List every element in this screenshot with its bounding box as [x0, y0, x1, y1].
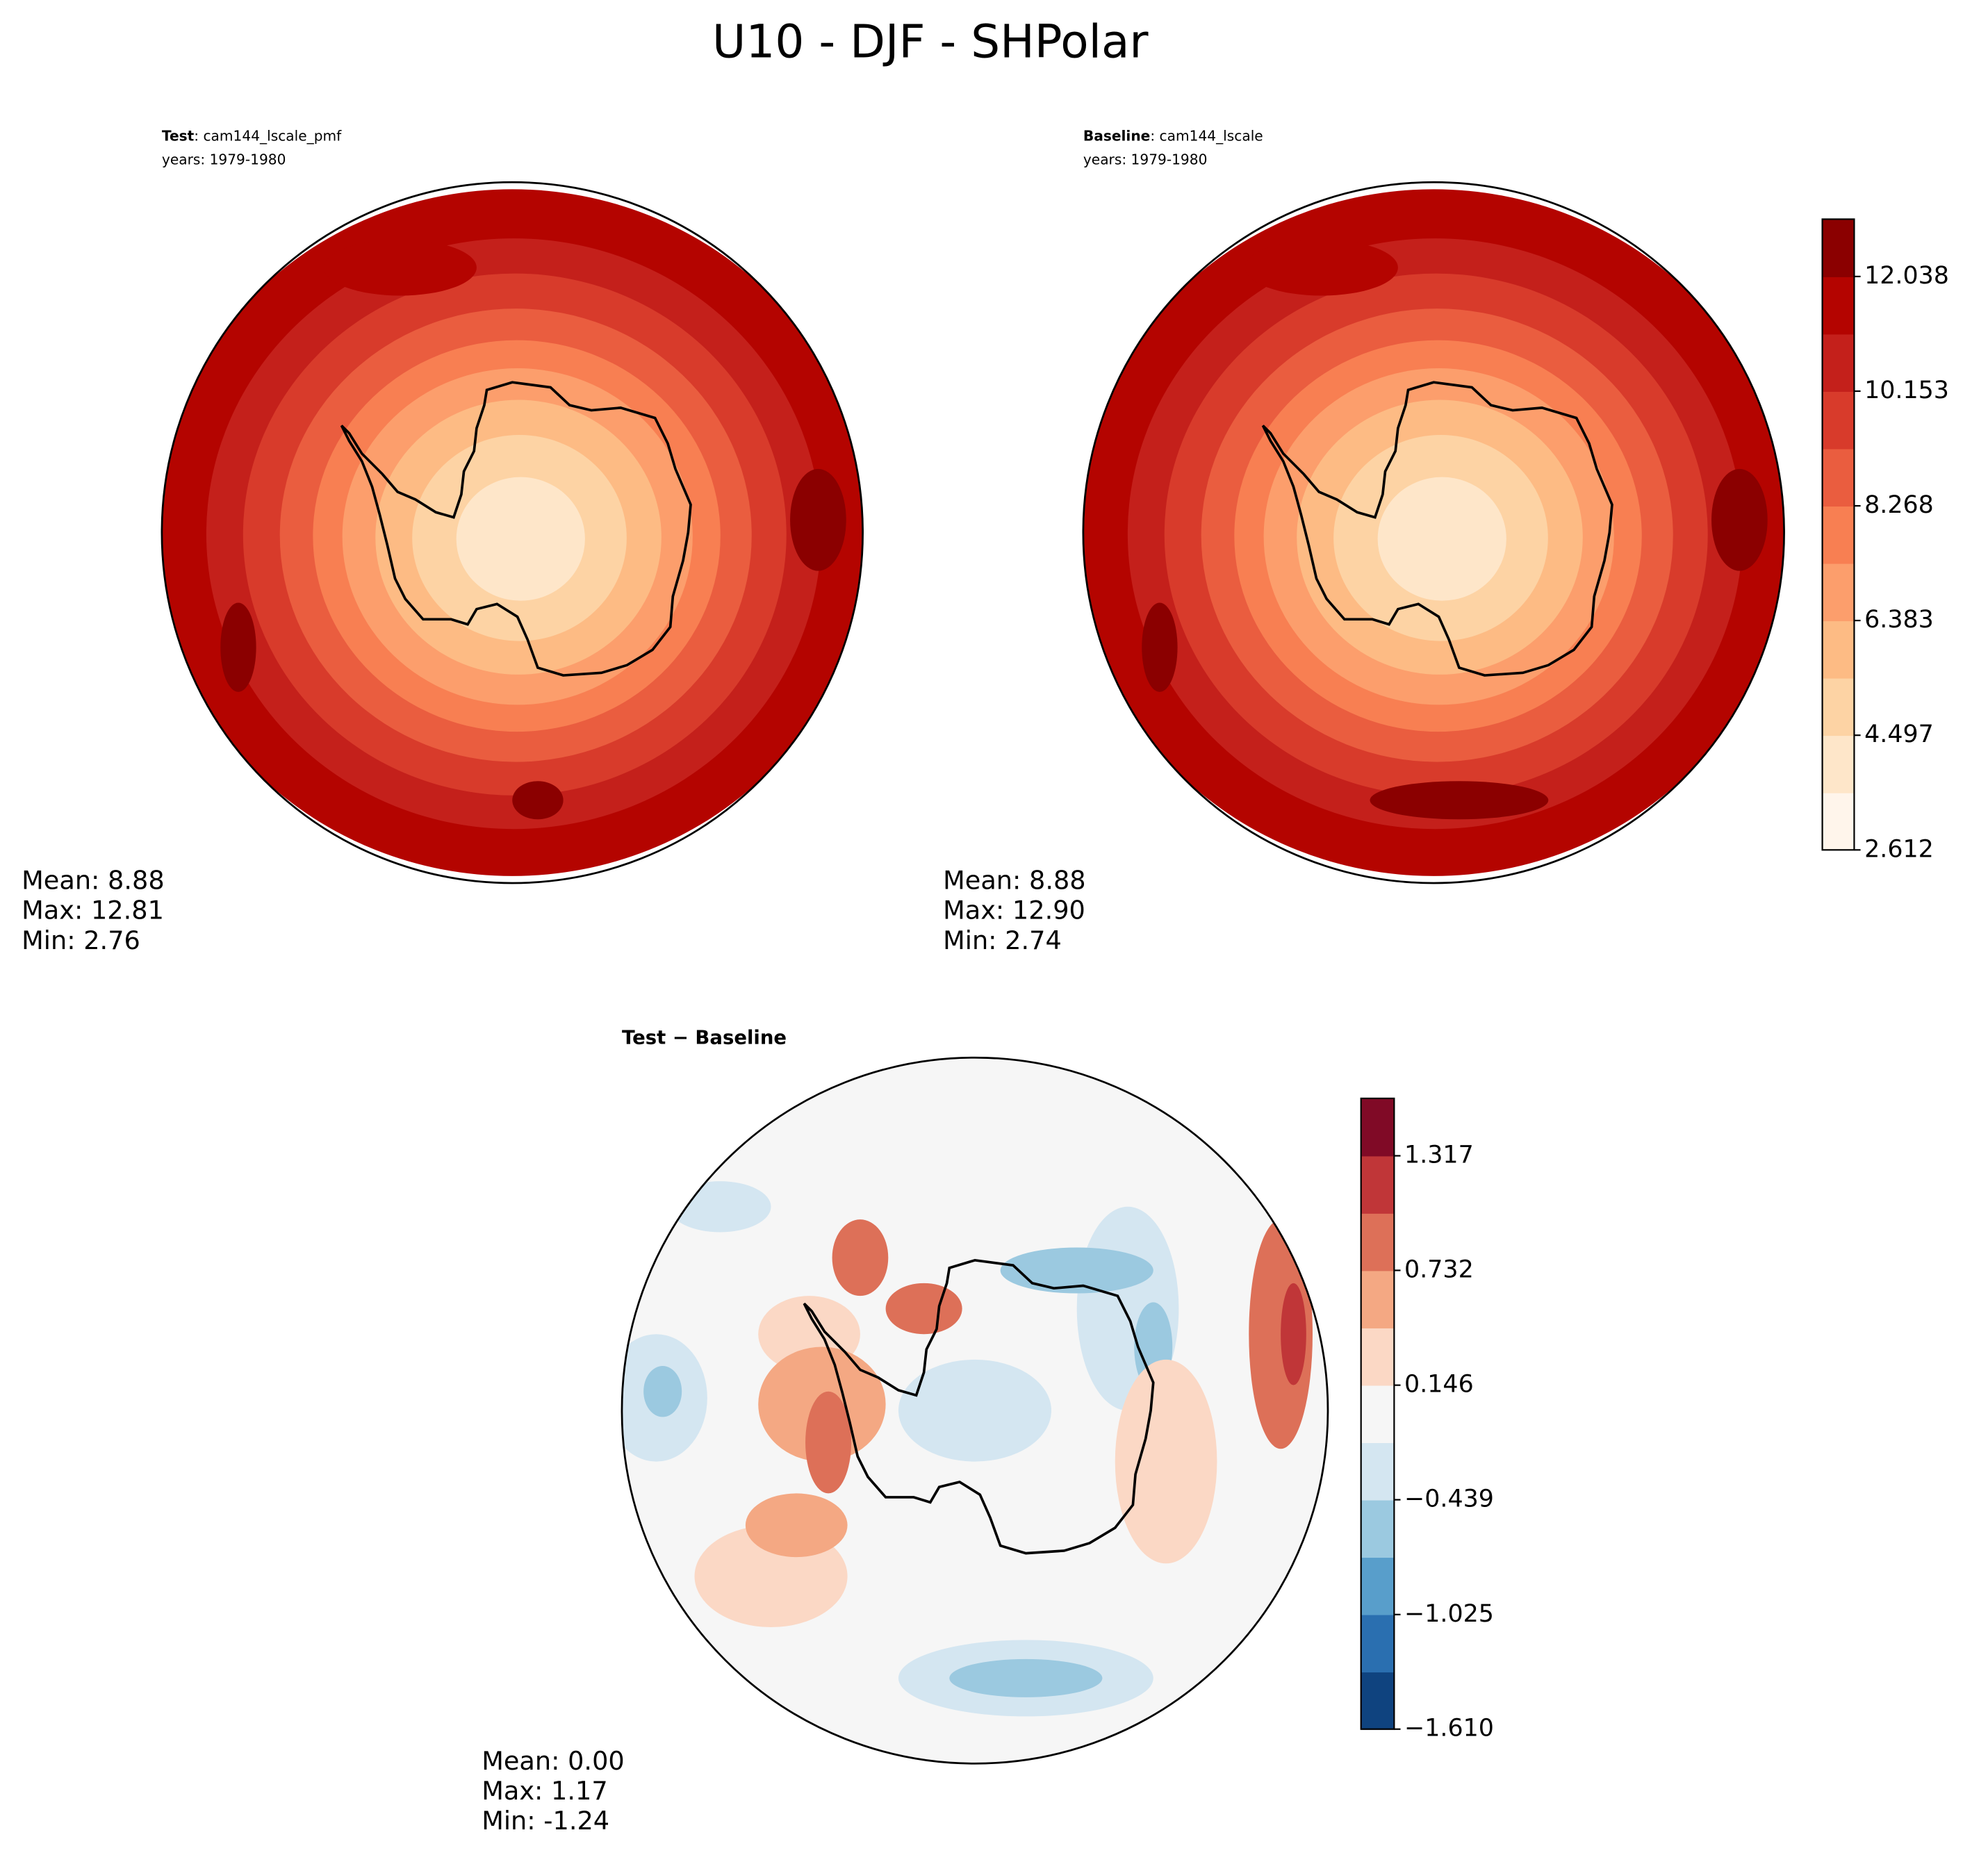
map [621, 1057, 1329, 1764]
colorbar-tick-label: −0.439 [1404, 1485, 1494, 1513]
colorbar-tick-label: 1.317 [1404, 1142, 1474, 1169]
contour [885, 1283, 962, 1335]
contour [1711, 468, 1768, 571]
contour [790, 468, 846, 571]
map [1083, 189, 1784, 876]
contour [949, 1658, 1103, 1697]
colorbar-band [1822, 620, 1855, 679]
panel-years: years: 1979-1980 [162, 151, 286, 168]
colorbar-tick-label: 8.268 [1864, 491, 1934, 519]
stat: Max: 1.17 [482, 1776, 607, 1806]
stat: Min: -1.24 [482, 1806, 609, 1836]
stat: Max: 12.81 [22, 896, 164, 925]
colorbar-band [1361, 1672, 1395, 1730]
colorbar-frame [1360, 1097, 1395, 1730]
colorbar-band [1822, 276, 1855, 335]
map-boundary [1082, 181, 1785, 884]
contour [1000, 1247, 1153, 1294]
panel-label-name: Test [162, 127, 195, 144]
colorbar-band [1822, 677, 1855, 736]
contour [1244, 239, 1398, 296]
panel-label: Test: cam144_lscale_pmf [162, 127, 342, 144]
colorbar-frame [1821, 218, 1855, 851]
panel-years: years: 1979-1980 [1083, 151, 1208, 168]
colorbar-band [1822, 333, 1855, 392]
colorbar-band [1822, 391, 1855, 450]
contour [1115, 1359, 1217, 1564]
contour [1281, 1283, 1306, 1385]
colorbar-band [1361, 1442, 1395, 1501]
colorbar-band [1361, 1499, 1395, 1558]
contour [220, 602, 256, 692]
panel-label: Test − Baseline [622, 1027, 787, 1049]
contour [832, 1219, 889, 1296]
colorbar-band [1361, 1270, 1395, 1328]
panel-label-name: Baseline [1083, 127, 1150, 144]
stat: Mean: 8.88 [943, 866, 1086, 896]
colorbar-tick-label: 4.497 [1864, 720, 1934, 748]
colorbar-band [1361, 1614, 1395, 1673]
contour [898, 1359, 1052, 1462]
panel-case: : cam144_lscale_pmf [194, 127, 342, 144]
colorbar-tick-label: −1.610 [1404, 1715, 1494, 1743]
contour [745, 1493, 848, 1558]
colorbar-band [1822, 506, 1855, 564]
colorbar-tick-label: 6.383 [1864, 606, 1934, 634]
colorbar-band [1822, 563, 1855, 622]
stat: Mean: 8.88 [22, 866, 164, 896]
contour [512, 781, 564, 820]
colorbar-band [1361, 1098, 1395, 1157]
colorbar-band [1361, 1557, 1395, 1615]
stat: Mean: 0.00 [482, 1746, 625, 1776]
colorbar-tick-label: 0.732 [1404, 1255, 1474, 1283]
colorbar-band [1361, 1155, 1395, 1214]
contour [805, 1391, 852, 1494]
map [161, 189, 863, 876]
contour [1377, 477, 1506, 601]
stat: Max: 12.90 [943, 896, 1085, 925]
map-boundary [621, 1056, 1329, 1765]
colorbar-tick-label: 2.612 [1864, 835, 1934, 863]
colorbar-tick-label: 12.038 [1864, 262, 1949, 290]
stat: Min: 2.76 [22, 925, 140, 955]
contour [1142, 602, 1178, 692]
colorbar-band [1822, 792, 1855, 851]
panel-case: : cam144_lscale [1150, 127, 1263, 144]
contour [668, 1181, 771, 1233]
colorbar-tick-label: −1.025 [1404, 1600, 1494, 1628]
colorbar-band [1822, 219, 1855, 277]
stat: Min: 2.74 [943, 925, 1062, 955]
colorbar-band [1822, 735, 1855, 793]
colorbar-band [1361, 1385, 1395, 1443]
contour [643, 1366, 682, 1417]
colorbar-tick-label: 10.153 [1864, 377, 1949, 404]
panel-label: Baseline: cam144_lscale [1083, 127, 1263, 144]
contour [1370, 781, 1549, 820]
colorbar-band [1361, 1328, 1395, 1386]
colorbar-band [1361, 1212, 1395, 1271]
figure-title: U10 - DJF - SHPolar [712, 15, 1149, 68]
colorbar-tick-label: 0.146 [1404, 1371, 1474, 1399]
contour [323, 239, 477, 296]
map-boundary [161, 181, 864, 884]
colorbar-band [1822, 448, 1855, 507]
contour [456, 477, 585, 601]
